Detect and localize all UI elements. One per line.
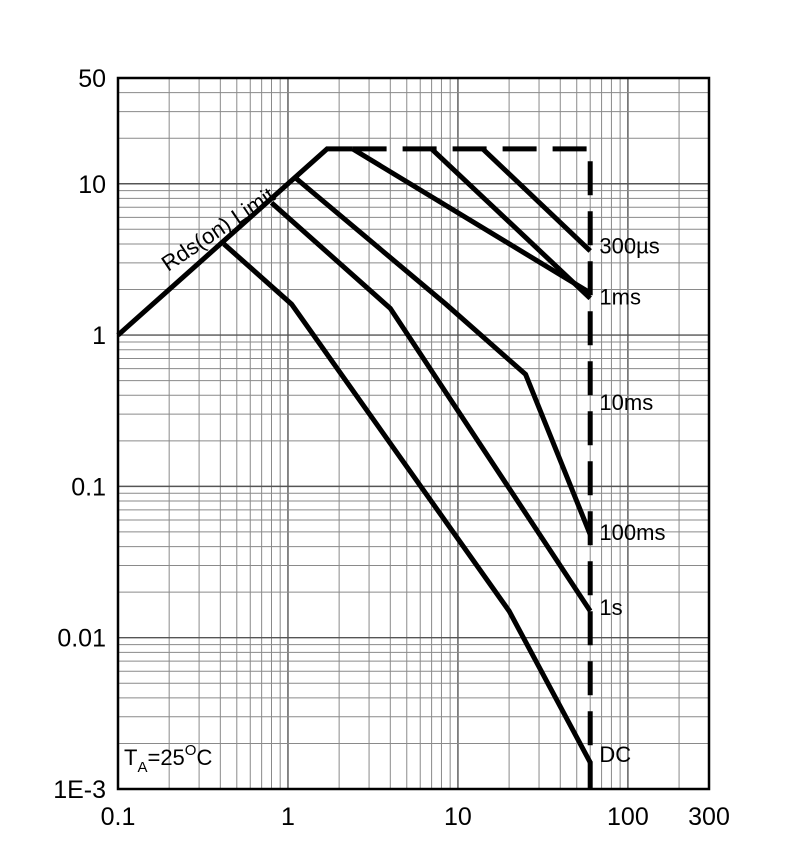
y-tick-label: 0.01 (57, 625, 106, 653)
series-line-300-s (351, 146, 592, 296)
curves (116, 146, 593, 789)
x-tick-label: 1 (281, 803, 295, 831)
plot-frame (116, 76, 711, 791)
curve-labels: 300µs 1ms 10ms 100ms 1s DC (599, 234, 665, 767)
series-line-10ms (269, 200, 593, 613)
series-line-1s (429, 147, 592, 301)
y-tick-label: 1 (92, 322, 106, 350)
x-tick-label: 100 (607, 803, 649, 831)
curve-label: 1ms (599, 284, 641, 309)
series-line-rds-on-limit (116, 146, 353, 337)
y-tick-label: 0.1 (71, 473, 106, 501)
curve-label: DC (599, 742, 631, 767)
temperature-annotation: TA=25OC (124, 742, 212, 776)
series-line-dc (481, 147, 592, 253)
temp-symbol: T (124, 745, 137, 770)
temp-unit: C (196, 745, 212, 770)
curve-label: 10ms (599, 390, 653, 415)
series-line-100ms (222, 242, 593, 764)
x-tick-label: 300 (688, 803, 730, 831)
temp-subscript: A (137, 759, 147, 776)
x-tick-label: 0.1 (101, 803, 136, 831)
temp-superscript: O (185, 742, 197, 759)
y-tick-label: 1E-3 (53, 776, 106, 804)
curve-label: 100ms (599, 520, 665, 545)
curve-label: 300µs (599, 234, 659, 259)
x-tick-label: 10 (444, 803, 472, 831)
x-tick-labels: 0.1 1 10 100 300 (101, 803, 730, 831)
y-tick-label: 50 (78, 65, 106, 93)
temp-value: =25 (147, 745, 184, 770)
y-tick-label: 10 (78, 171, 106, 199)
y-tick-labels: 1E-3 0.01 0.1 1 10 50 (53, 65, 106, 804)
curve-label: 1s (599, 595, 622, 620)
series-line-1ms (293, 175, 593, 536)
